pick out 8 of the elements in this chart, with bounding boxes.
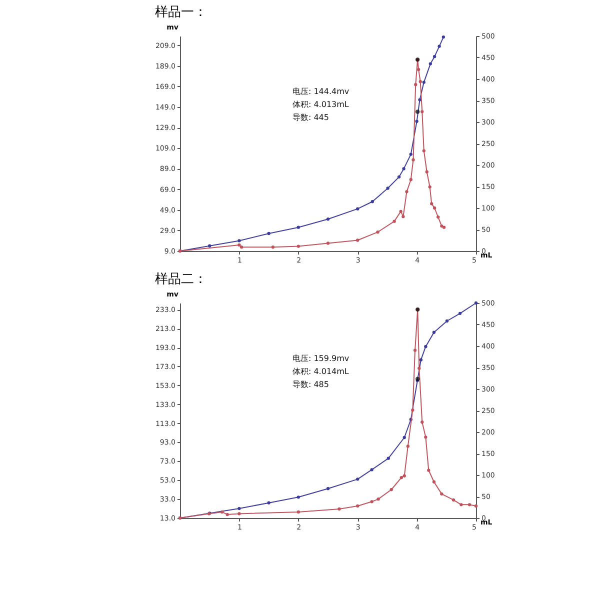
annotation: 体积: 4.014mL xyxy=(292,366,350,376)
annotation: 导数: 485 xyxy=(292,380,329,389)
chart-title: 样品二： xyxy=(154,272,207,287)
annotation: 电压: 159.9mv xyxy=(292,354,350,363)
annotation: 电压: 144.4mv xyxy=(292,86,350,96)
annotation: 体积: 4.013mL xyxy=(292,100,350,109)
annotation: 导数: 445 xyxy=(292,112,329,122)
chart-title: 样品一： xyxy=(154,5,207,20)
